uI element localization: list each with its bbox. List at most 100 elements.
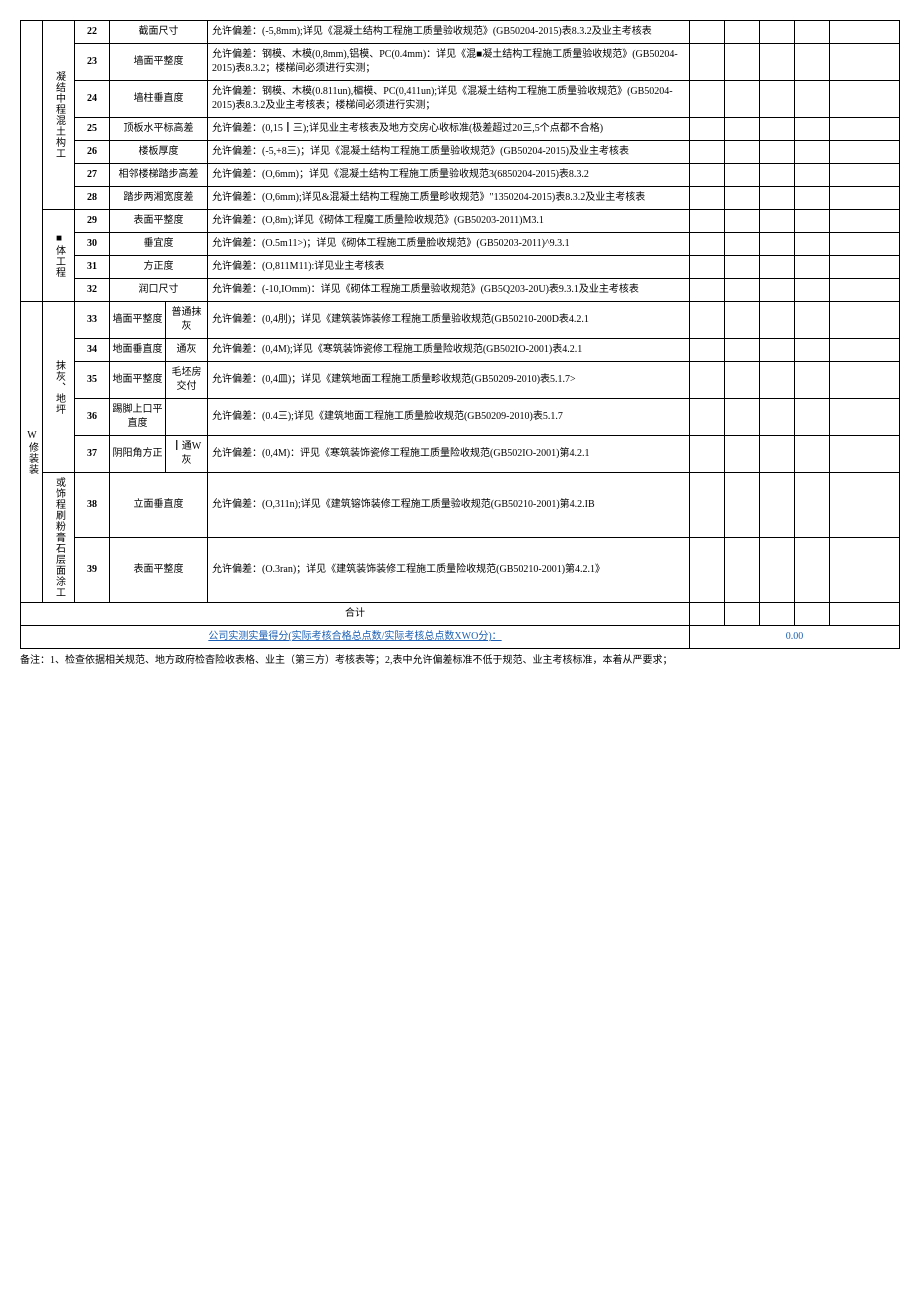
empty-cell (690, 233, 725, 256)
row-desc: 允许偏差：钢模、木模(0,8mm),铝模、PC(0.4mm)：详见《混■凝土结构… (208, 44, 690, 81)
empty-cell (690, 279, 725, 302)
empty-cell (760, 118, 795, 141)
category-cell (21, 21, 43, 302)
footnote: 备注：1、检查依据相关规范、地方政府检杳险收表格、业主（第三方）考核表等；2,表… (20, 653, 900, 668)
empty-cell (725, 436, 760, 473)
empty-cell (690, 603, 725, 626)
empty-cell (690, 21, 725, 44)
item-name: 截面尺寸 (110, 21, 208, 44)
empty-cell (760, 603, 795, 626)
table-row: 凝结中程混土构工 22 截面尺寸 允许偏差：(-5,8mm);详见《混凝土结构工… (21, 21, 900, 44)
empty-cell (760, 302, 795, 339)
empty-cell (795, 118, 830, 141)
row-desc: 允许偏差：(0,15┃三);详见业主考核表及地方交房心收标准(极差超过20三,5… (208, 118, 690, 141)
empty-cell (830, 399, 900, 436)
empty-cell (830, 302, 900, 339)
row-desc: 允许偏差：(0,4M);详见《寒筑装饰瓷修工程施工质量险收规范(GB502IO-… (208, 339, 690, 362)
row-number: 35 (75, 362, 110, 399)
empty-cell (795, 436, 830, 473)
category-cell: W修装装 (21, 302, 43, 603)
empty-cell (830, 473, 900, 538)
empty-cell (725, 21, 760, 44)
item-name: 地面平整度 (110, 362, 166, 399)
empty-cell (690, 362, 725, 399)
item-sub: 普通抹灰 (166, 302, 208, 339)
row-desc: 允许偏差：(O.5m11>)；详见《砌体工程施工质量脸收规范》(GB50203-… (208, 233, 690, 256)
table-row: 32 润口尺寸 允许偏差：(-10,IOmm)：详见《砌体工程施工质量验收规范》… (21, 279, 900, 302)
empty-cell (690, 256, 725, 279)
empty-cell (795, 399, 830, 436)
row-number: 30 (75, 233, 110, 256)
empty-cell (795, 44, 830, 81)
score-value: 0.00 (690, 626, 900, 649)
item-sub: ┃通W灰 (166, 436, 208, 473)
empty-cell (830, 233, 900, 256)
row-desc: 允许偏差：(O.3ran)；详见《建筑装饰装修工程施工质量险收规范(GB5021… (208, 538, 690, 603)
empty-cell (760, 233, 795, 256)
empty-cell (760, 141, 795, 164)
row-number: 33 (75, 302, 110, 339)
empty-cell (725, 210, 760, 233)
empty-cell (690, 436, 725, 473)
empty-cell (830, 187, 900, 210)
empty-cell (795, 538, 830, 603)
inspection-table: 凝结中程混土构工 22 截面尺寸 允许偏差：(-5,8mm);详见《混凝土结构工… (20, 20, 900, 649)
row-number: 36 (75, 399, 110, 436)
empty-cell (830, 118, 900, 141)
item-name: 墙柱垂直度 (110, 81, 208, 118)
row-desc: 允许偏差：(0,4M)：评见《寒筑装饰瓷修工程施工质量险收规范(GB502IO-… (208, 436, 690, 473)
empty-cell (725, 302, 760, 339)
row-desc: 允许偏差：(0,4刖)；详见《建筑装饰装修工程施工质量验收规范(GB50210-… (208, 302, 690, 339)
empty-cell (830, 279, 900, 302)
empty-cell (795, 339, 830, 362)
table-row: 35 地面平整度 毛坯房交付 允许偏差：(0,4皿)；详见《建筑地面工程施工质量… (21, 362, 900, 399)
empty-cell (760, 339, 795, 362)
total-row: 合计 (21, 603, 900, 626)
empty-cell (795, 603, 830, 626)
empty-cell (725, 603, 760, 626)
empty-cell (690, 164, 725, 187)
table-row: 39 表面平整度 允许偏差：(O.3ran)；详见《建筑装饰装修工程施工质量险收… (21, 538, 900, 603)
empty-cell (690, 141, 725, 164)
table-row: W修装装 抹灰、地坪 33 墙面平整度 普通抹灰 允许偏差：(0,4刖)；详见《… (21, 302, 900, 339)
row-number: 38 (75, 473, 110, 538)
item-name: 相邻楼梯踏步高差 (110, 164, 208, 187)
empty-cell (830, 339, 900, 362)
empty-cell (760, 44, 795, 81)
empty-cell (830, 436, 900, 473)
table-row: 27 相邻楼梯踏步高差 允许偏差：(O,6mm)；详见《混凝土结构工程施工质量验… (21, 164, 900, 187)
empty-cell (725, 233, 760, 256)
empty-cell (830, 81, 900, 118)
table-row: 36 踢脚上口平直度 允许偏差：(0.4三);详见《建筑地面工程施工质量脸收规范… (21, 399, 900, 436)
row-number: 29 (75, 210, 110, 233)
item-name: 踏步两湘宽度差 (110, 187, 208, 210)
item-name: 踢脚上口平直度 (110, 399, 166, 436)
empty-cell (725, 362, 760, 399)
empty-cell (830, 603, 900, 626)
item-sub: 毛坯房交付 (166, 362, 208, 399)
table-row: 24 墙柱垂直度 允许偏差：钢模、木模(0.811un),楣模、PC(0,411… (21, 81, 900, 118)
row-desc: 允许偏差：(0,4皿)；详见《建筑地面工程施工质量畛收规范(GB50209-20… (208, 362, 690, 399)
row-desc: 允许偏差：(O,811M11):详见业主考核表 (208, 256, 690, 279)
row-number: 26 (75, 141, 110, 164)
row-number: 31 (75, 256, 110, 279)
table-row: 31 方正度 允许偏差：(O,811M11):详见业主考核表 (21, 256, 900, 279)
empty-cell (795, 233, 830, 256)
table-row: 34 地面垂直度 通灰 允许偏差：(0,4M);详见《寒筑装饰瓷修工程施工质量险… (21, 339, 900, 362)
empty-cell (690, 339, 725, 362)
empty-cell (795, 473, 830, 538)
empty-cell (830, 362, 900, 399)
empty-cell (760, 210, 795, 233)
item-name: 地面垂直度 (110, 339, 166, 362)
empty-cell (725, 339, 760, 362)
item-name: 表面平整度 (110, 538, 208, 603)
empty-cell (760, 436, 795, 473)
item-name: 墙面平整度 (110, 302, 166, 339)
empty-cell (725, 44, 760, 81)
item-name: 垂宜度 (110, 233, 208, 256)
empty-cell (760, 538, 795, 603)
empty-cell (795, 362, 830, 399)
empty-cell (795, 256, 830, 279)
empty-cell (830, 21, 900, 44)
item-name: 方正度 (110, 256, 208, 279)
